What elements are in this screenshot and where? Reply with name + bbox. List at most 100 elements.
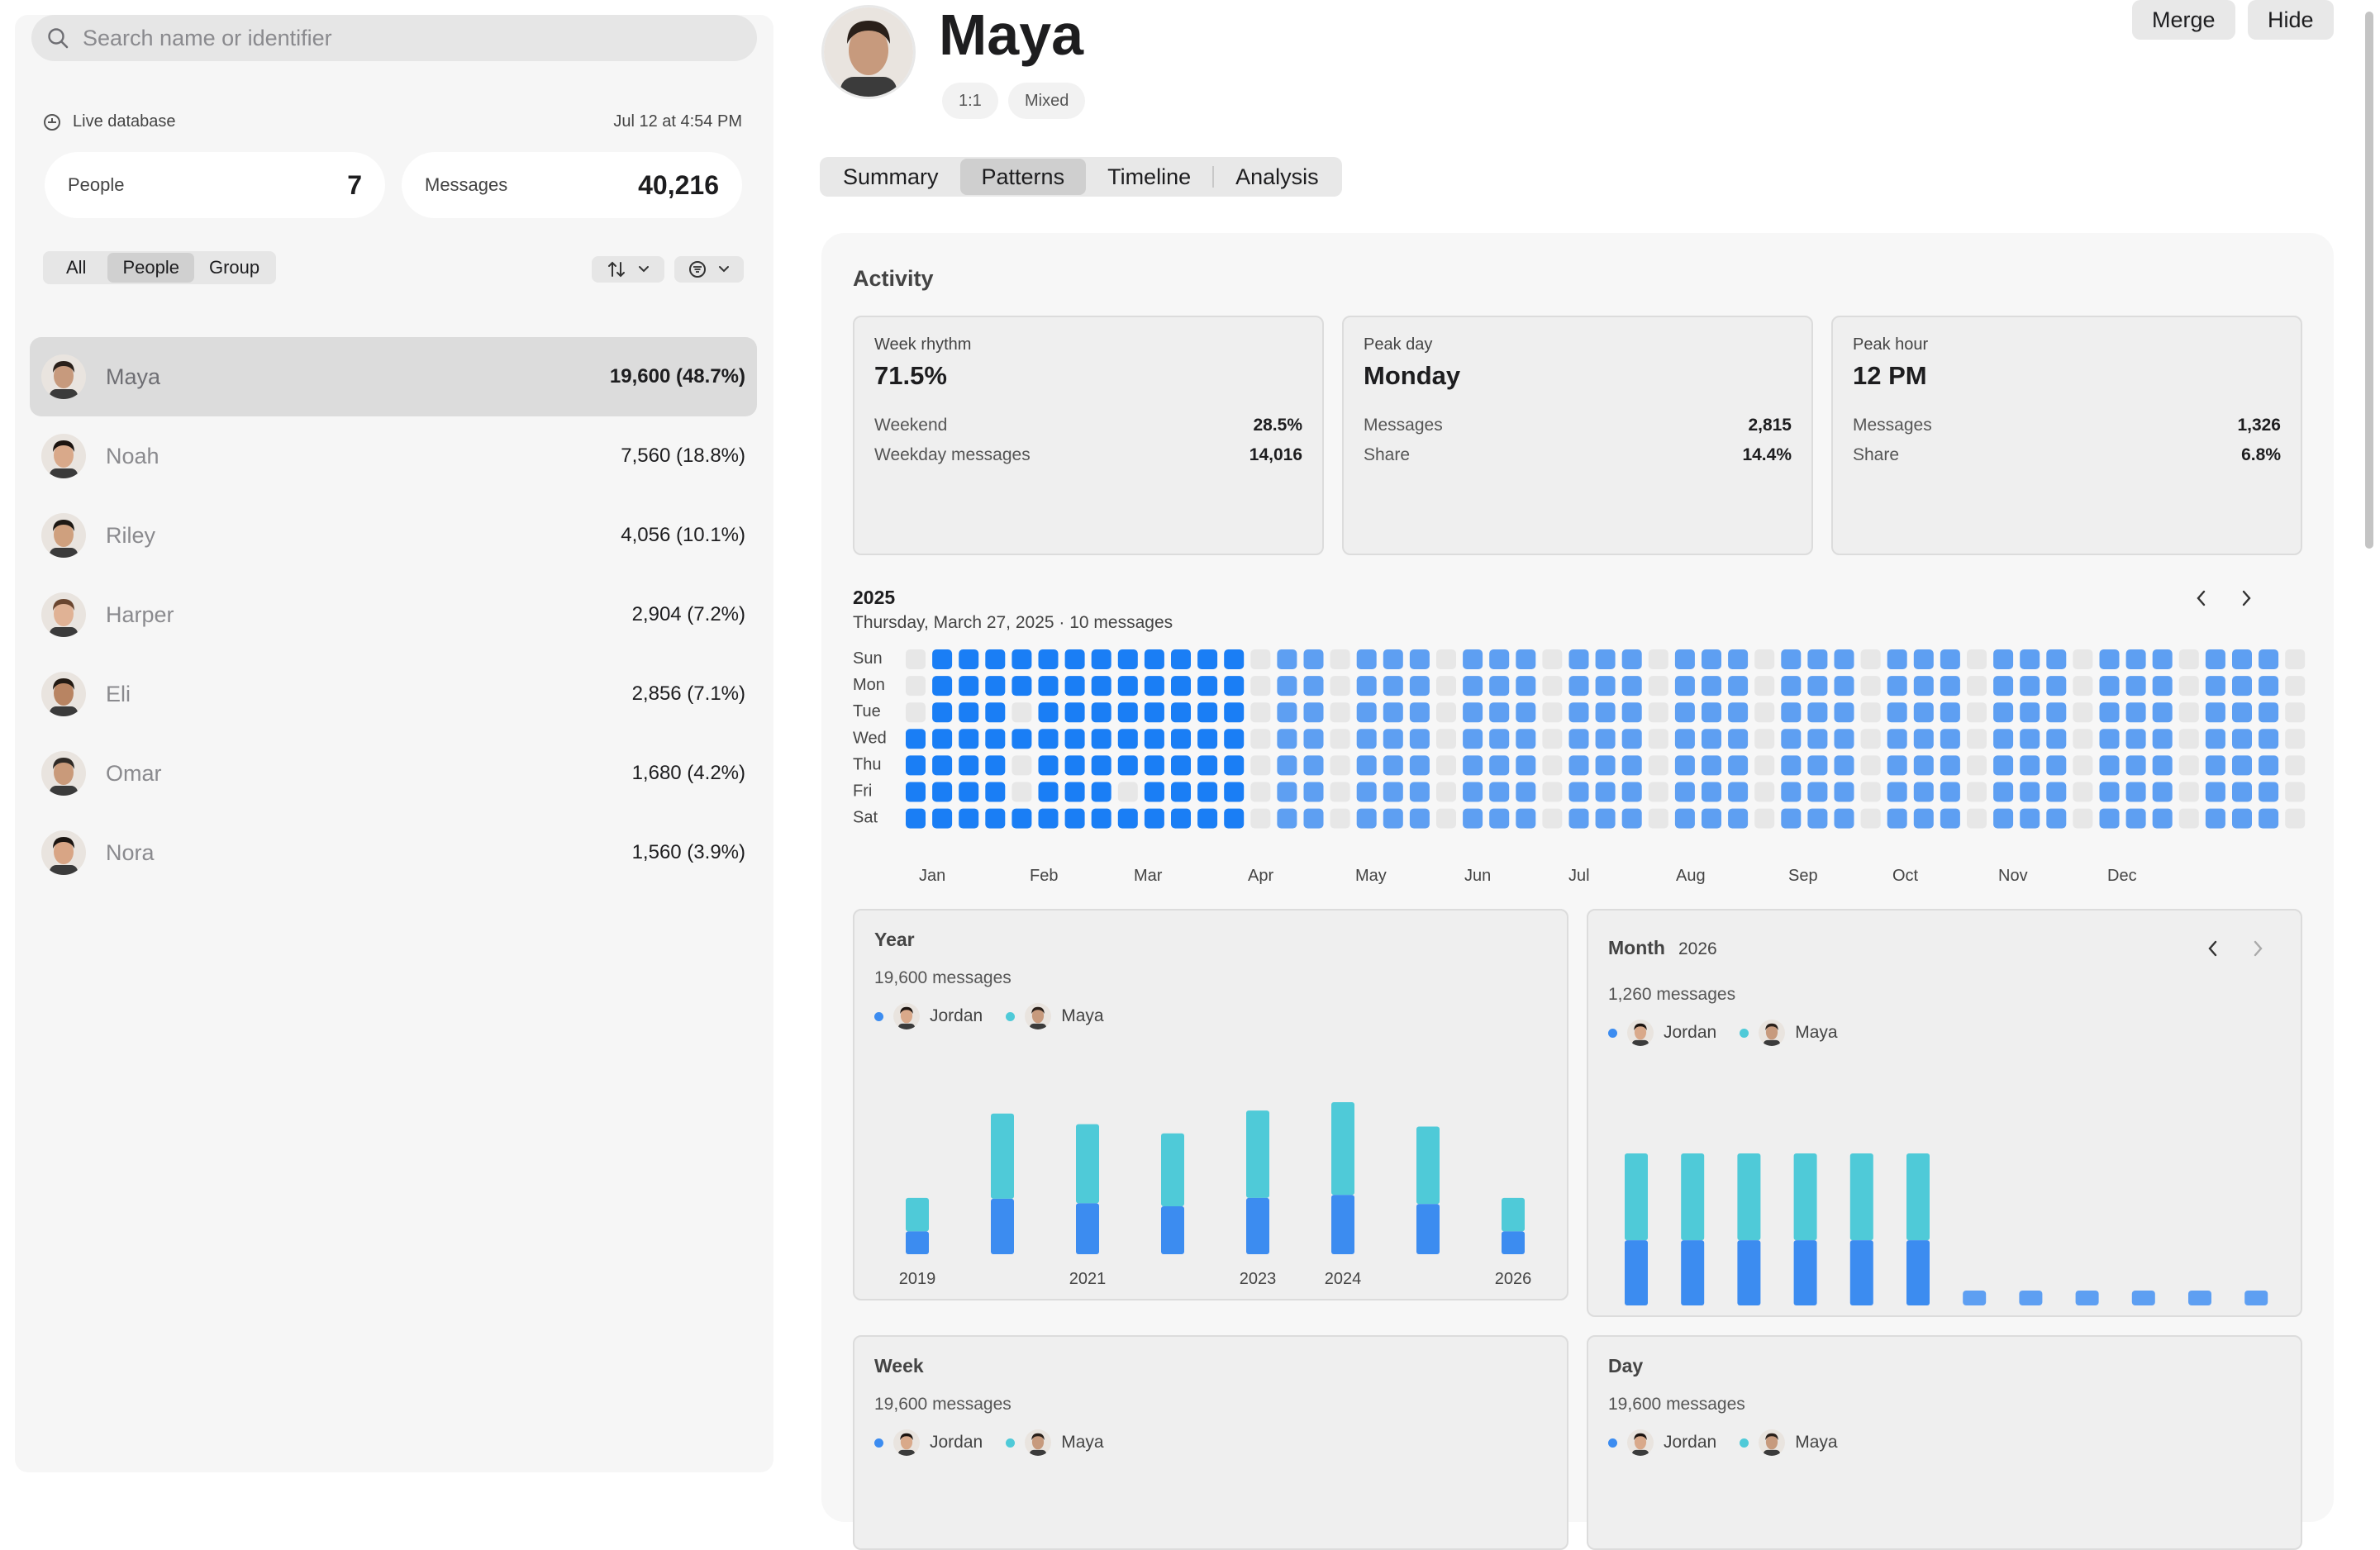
heatmap-cell[interactable]	[2232, 782, 2252, 802]
heatmap-cell[interactable]	[1436, 649, 1456, 669]
heatmap-cell[interactable]	[985, 702, 1006, 723]
heatmap-cell[interactable]	[1702, 782, 1721, 802]
heatmap-cell[interactable]	[906, 808, 926, 829]
heatmap-cell[interactable]	[2046, 808, 2067, 829]
heatmap-cell[interactable]	[932, 702, 953, 723]
heatmap-cell[interactable]	[1409, 702, 1430, 723]
heatmap-cell[interactable]	[2020, 702, 2040, 723]
contact-row-riley[interactable]: Riley 4,056 (10.1%)	[30, 496, 757, 575]
heatmap-cell[interactable]	[1595, 808, 1616, 829]
heatmap-cell[interactable]	[1064, 729, 1085, 749]
sort-dropdown[interactable]	[592, 256, 664, 283]
heatmap-cell[interactable]	[1330, 729, 1350, 749]
heatmap-cell[interactable]	[1516, 782, 1536, 802]
heatmap-cell[interactable]	[2259, 729, 2279, 749]
heatmap-cell[interactable]	[1171, 729, 1191, 749]
heatmap-cell[interactable]	[1967, 808, 1987, 829]
tab-summary[interactable]: Summary	[843, 164, 939, 189]
bar-jordan-Jun[interactable]	[1906, 1240, 1930, 1305]
heatmap-cell[interactable]	[2073, 676, 2093, 697]
heatmap-cell[interactable]	[1489, 676, 1510, 697]
bar-maya-2019[interactable]	[906, 1197, 929, 1232]
heatmap-cell[interactable]	[1728, 808, 1749, 829]
heatmap-cell[interactable]	[2178, 808, 2199, 829]
heatmap-cell[interactable]	[1940, 729, 1960, 749]
heatmap-cell[interactable]	[959, 676, 979, 697]
heatmap-cell[interactable]	[1674, 649, 1695, 669]
contact-row-eli[interactable]: Eli 2,856 (7.1%)	[30, 654, 757, 734]
heatmap-cell[interactable]	[2046, 676, 2067, 697]
heatmap-cell[interactable]	[1781, 676, 1802, 697]
heatmap-cell[interactable]	[1038, 782, 1059, 802]
heatmap-cell[interactable]	[2020, 676, 2040, 697]
heatmap-cell[interactable]	[2152, 755, 2173, 776]
heatmap-cell[interactable]	[1144, 702, 1164, 723]
heatmap-cell[interactable]	[985, 729, 1006, 749]
heatmap-cell[interactable]	[2285, 702, 2306, 723]
heatmap-cell[interactable]	[2152, 676, 2173, 697]
heatmap-cell[interactable]	[1064, 755, 1085, 776]
heatmap-cell[interactable]	[2125, 676, 2146, 697]
heatmap-cell[interactable]	[1993, 729, 2014, 749]
heatmap-cell[interactable]	[1940, 702, 1960, 723]
heatmap-cell[interactable]	[2232, 649, 2252, 669]
heatmap-cell[interactable]	[1702, 676, 1721, 697]
heatmap-cell[interactable]	[932, 782, 953, 802]
heatmap-cell[interactable]	[1303, 676, 1324, 697]
heatmap-cell[interactable]	[1967, 702, 1987, 723]
heatmap-cell[interactable]	[1489, 755, 1510, 776]
heatmap-cell[interactable]	[2178, 755, 2199, 776]
heatmap-cell[interactable]	[1117, 702, 1138, 723]
heatmap-cell[interactable]	[1993, 782, 2014, 802]
heatmap-cell[interactable]	[1224, 729, 1245, 749]
heatmap-cell[interactable]	[906, 702, 926, 723]
heatmap-cell[interactable]	[2152, 808, 2173, 829]
filter-all[interactable]: All	[66, 257, 87, 278]
heatmap-cell[interactable]	[1144, 649, 1164, 669]
heatmap-cell[interactable]	[959, 808, 979, 829]
heatmap-cell[interactable]	[1887, 702, 1907, 723]
heatmap-cell[interactable]	[2259, 649, 2279, 669]
tab-patterns[interactable]: Patterns	[959, 159, 1087, 195]
heatmap-cell[interactable]	[1807, 702, 1828, 723]
heatmap-cell[interactable]	[1011, 755, 1032, 776]
heatmap-cell[interactable]	[1330, 782, 1350, 802]
heatmap-cell[interactable]	[1303, 649, 1324, 669]
bar-jordan-Feb[interactable]	[1681, 1240, 1705, 1305]
bar-empty-Nov[interactable]	[2188, 1291, 2211, 1305]
heatmap-cell[interactable]	[1834, 808, 1854, 829]
heatmap-cell[interactable]	[1621, 649, 1642, 669]
heatmap-cell[interactable]	[1144, 755, 1164, 776]
heatmap-cell[interactable]	[1171, 782, 1191, 802]
heatmap-cell[interactable]	[1277, 729, 1297, 749]
heatmap-cell[interactable]	[1860, 782, 1881, 802]
heatmap-cell[interactable]	[1568, 729, 1589, 749]
heatmap-cell[interactable]	[1197, 702, 1218, 723]
heatmap-cell[interactable]	[1250, 676, 1271, 697]
heatmap-cell[interactable]	[1064, 702, 1085, 723]
heatmap-cell[interactable]	[1250, 702, 1271, 723]
heatmap-cell[interactable]	[1197, 676, 1218, 697]
heatmap-cell[interactable]	[1463, 782, 1483, 802]
heatmap-cell[interactable]	[2205, 702, 2225, 723]
heatmap-cell[interactable]	[1993, 755, 2014, 776]
bar-jordan-Mar[interactable]	[1737, 1240, 1761, 1305]
heatmap-cell[interactable]	[2020, 782, 2040, 802]
bar-jordan-Apr[interactable]	[1793, 1240, 1817, 1305]
bar-maya-2025[interactable]	[1416, 1126, 1440, 1205]
heatmap-cell[interactable]	[1728, 729, 1749, 749]
heatmap-cell[interactable]	[1648, 808, 1668, 829]
heatmap-cell[interactable]	[1887, 676, 1907, 697]
heatmap-cell[interactable]	[1516, 755, 1536, 776]
heatmap-cell[interactable]	[1383, 782, 1403, 802]
heatmap-cell[interactable]	[1277, 782, 1297, 802]
heatmap-cell[interactable]	[1091, 729, 1111, 749]
heatmap-cell[interactable]	[1197, 755, 1218, 776]
heatmap-cell[interactable]	[1674, 676, 1695, 697]
heatmap-cell[interactable]	[2285, 782, 2306, 802]
heatmap-cell[interactable]	[1463, 755, 1483, 776]
heatmap-cell[interactable]	[985, 649, 1006, 669]
heatmap-cell[interactable]	[1171, 755, 1191, 776]
heatmap-cell[interactable]	[1303, 782, 1324, 802]
heatmap-cell[interactable]	[1595, 755, 1616, 776]
